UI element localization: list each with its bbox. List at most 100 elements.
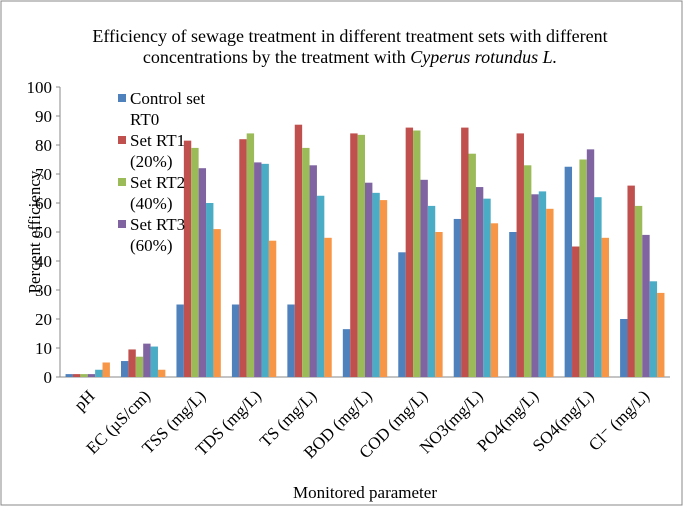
bar: [509, 232, 517, 377]
bar: [538, 191, 547, 377]
bar: [87, 374, 96, 377]
legend-swatch: [118, 94, 126, 102]
legend-label: Control set RT0: [130, 89, 206, 129]
title-species: Cyperus rotundus L.: [410, 47, 558, 67]
x-axis-title: Monitored parameter: [293, 483, 437, 502]
y-tick-label: 50: [35, 223, 52, 242]
legend-label: Set RT3 (60%): [130, 215, 186, 255]
bar: [128, 349, 136, 377]
bar: [65, 374, 73, 377]
bar: [191, 147, 199, 377]
bar: [287, 304, 295, 377]
legend-swatch: [118, 136, 126, 144]
legend-label: Set RT2 (40%): [130, 173, 186, 213]
bar: [427, 205, 436, 377]
bar: [135, 356, 144, 377]
bar: [435, 232, 443, 377]
bar: [579, 159, 587, 377]
bar: [213, 229, 221, 377]
bar: [475, 187, 484, 377]
y-tick-label: 0: [44, 368, 53, 387]
bar: [634, 205, 643, 377]
bar: [405, 127, 414, 377]
bar: [483, 198, 491, 377]
bar: [72, 374, 81, 377]
bar: [546, 208, 554, 377]
bar: [254, 162, 262, 377]
y-tick-label: 30: [35, 281, 52, 300]
bar: [198, 168, 207, 377]
bar: [309, 165, 317, 377]
bar: [95, 369, 103, 377]
y-tick-label: 60: [35, 194, 52, 213]
bar: [342, 329, 351, 377]
bar: [357, 134, 365, 377]
bar: [453, 218, 462, 377]
bar: [206, 203, 214, 377]
bar: [586, 149, 595, 377]
bar: [657, 292, 665, 377]
bar: [620, 319, 628, 377]
bar: [231, 304, 240, 377]
bar: [176, 304, 184, 377]
bar: [461, 127, 469, 377]
bar: [150, 346, 158, 377]
x-tick-label: pH: [70, 386, 98, 414]
bar: [157, 369, 166, 377]
x-tick-label: Cl⁻ (mg/L): [585, 386, 653, 454]
bar: [102, 362, 110, 377]
bar: [642, 234, 650, 377]
bar: [121, 361, 129, 377]
bar: [246, 133, 255, 377]
bar: [649, 281, 658, 377]
y-tick-label: 40: [35, 252, 52, 271]
bar: [601, 237, 609, 377]
bar: [183, 140, 192, 377]
legend-item: Set RT2 (40%): [118, 172, 228, 214]
bar: [143, 343, 151, 377]
bar: [516, 133, 524, 377]
bar: [468, 153, 476, 377]
legend-item: Set RT1 (20%): [118, 130, 228, 172]
bar: [572, 246, 580, 377]
legend-swatch: [118, 220, 126, 228]
bar: [379, 200, 388, 377]
legend-item: Control set RT0: [118, 88, 228, 130]
bar: [564, 166, 573, 377]
bar: [324, 237, 332, 377]
y-tick-label: 100: [27, 78, 53, 97]
bar: [398, 252, 406, 377]
legend: Control set RT0 Set RT1 (20%) Set RT2 (40%…: [118, 88, 228, 256]
legend-item: Set RT3 (60%): [118, 214, 228, 256]
bar: [523, 165, 532, 377]
bar: [413, 130, 421, 377]
bar: [627, 185, 635, 377]
bar: [372, 192, 380, 377]
bar: [365, 182, 373, 377]
bar: [490, 223, 499, 377]
bar: [594, 197, 602, 377]
legend-swatch: [118, 178, 126, 186]
bar: [294, 124, 303, 377]
y-tick-label: 90: [35, 107, 52, 126]
chart-title: Efficiency of sewage treatment in differ…: [70, 26, 630, 68]
bar: [239, 139, 247, 377]
y-axis-title: Percent efficiency: [25, 170, 44, 293]
bar: [302, 147, 310, 377]
bar: [261, 163, 269, 377]
bar: [316, 195, 325, 377]
bar: [268, 240, 277, 377]
y-tick-label: 70: [35, 165, 52, 184]
y-tick-label: 20: [35, 310, 52, 329]
bar: [80, 374, 88, 377]
y-tick-label: 10: [35, 339, 52, 358]
legend-label: Set RT1 (20%): [130, 131, 186, 171]
bar: [350, 133, 358, 377]
bar: [531, 194, 539, 377]
title-text: Efficiency of sewage treatment in differ…: [92, 26, 608, 67]
y-tick-label: 80: [35, 136, 52, 155]
bar: [420, 179, 428, 377]
